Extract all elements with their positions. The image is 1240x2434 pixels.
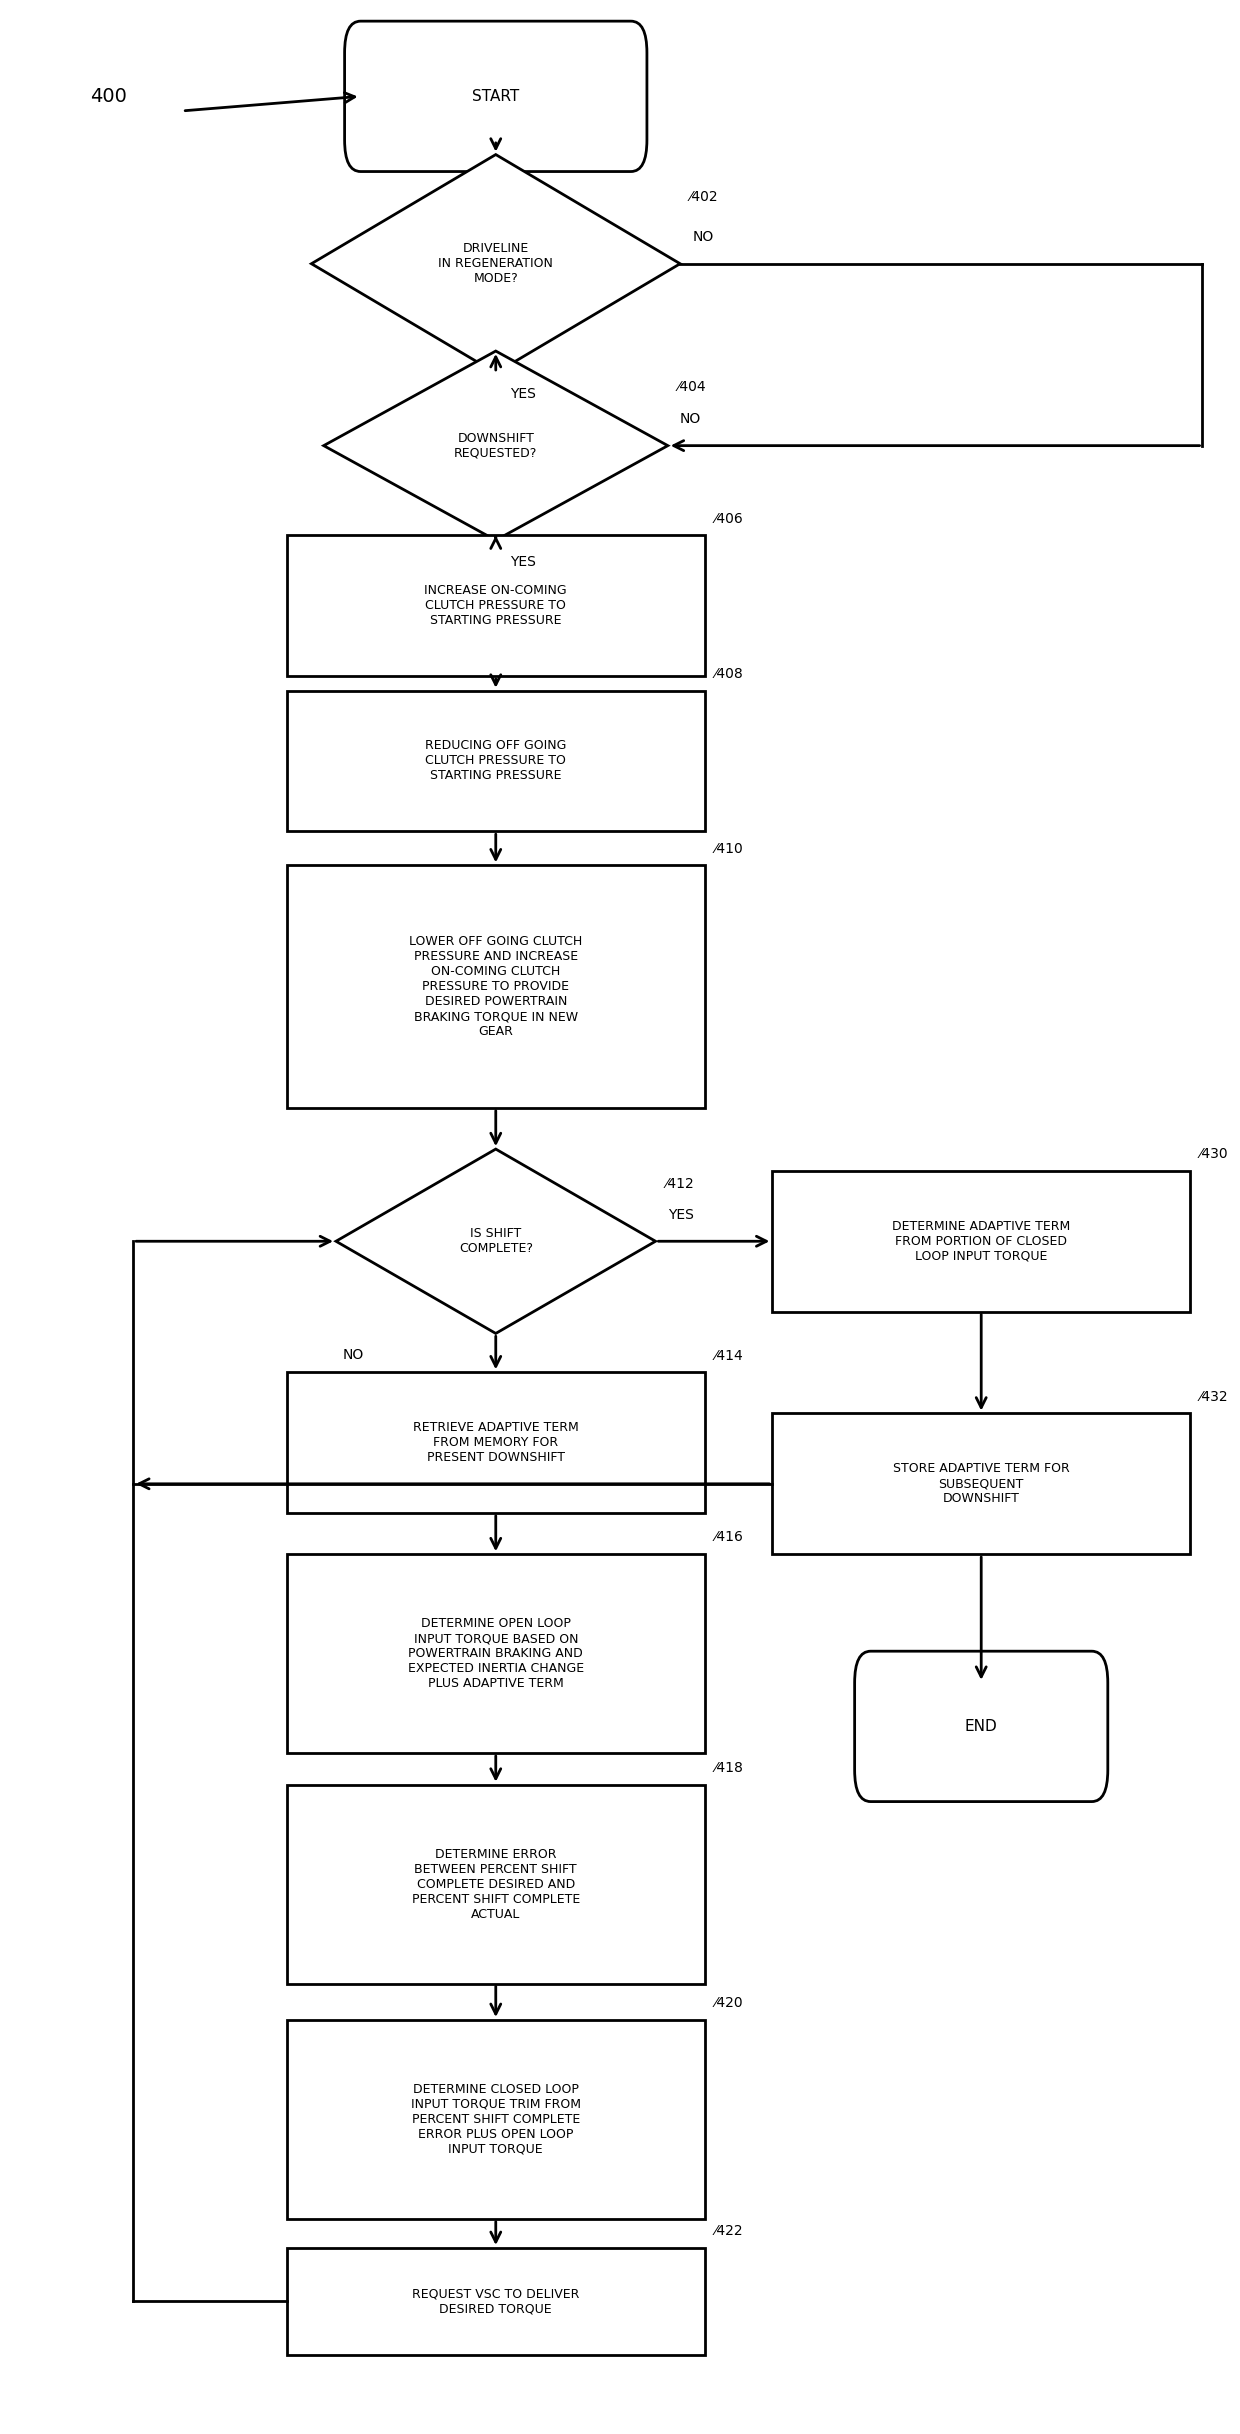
Text: DETERMINE ADAPTIVE TERM
FROM PORTION OF CLOSED
LOOP INPUT TORQUE: DETERMINE ADAPTIVE TERM FROM PORTION OF … bbox=[892, 1219, 1070, 1263]
Text: ⁄410: ⁄410 bbox=[714, 842, 743, 857]
Polygon shape bbox=[311, 153, 680, 372]
Text: DRIVELINE
IN REGENERATION
MODE?: DRIVELINE IN REGENERATION MODE? bbox=[438, 243, 553, 285]
Polygon shape bbox=[324, 350, 668, 540]
Bar bbox=[286, 691, 704, 832]
Text: RETRIEVE ADAPTIVE TERM
FROM MEMORY FOR
PRESENT DOWNSHIFT: RETRIEVE ADAPTIVE TERM FROM MEMORY FOR P… bbox=[413, 1421, 579, 1465]
Text: DOWNSHIFT
REQUESTED?: DOWNSHIFT REQUESTED? bbox=[454, 431, 537, 460]
Bar bbox=[286, 2020, 704, 2220]
Bar bbox=[286, 1373, 704, 1514]
Bar bbox=[773, 1414, 1190, 1555]
Text: END: END bbox=[965, 1718, 998, 1733]
Text: ⁄408: ⁄408 bbox=[714, 667, 743, 682]
Text: NO: NO bbox=[680, 411, 702, 426]
Bar bbox=[286, 535, 704, 677]
Text: ⁄416: ⁄416 bbox=[714, 1531, 744, 1546]
Text: ⁄414: ⁄414 bbox=[714, 1348, 743, 1363]
Text: NO: NO bbox=[692, 231, 714, 243]
Text: REDUCING OFF GOING
CLUTCH PRESSURE TO
STARTING PRESSURE: REDUCING OFF GOING CLUTCH PRESSURE TO ST… bbox=[425, 740, 567, 781]
Text: IS SHIFT
COMPLETE?: IS SHIFT COMPLETE? bbox=[459, 1227, 533, 1256]
Text: INCREASE ON-COMING
CLUTCH PRESSURE TO
STARTING PRESSURE: INCREASE ON-COMING CLUTCH PRESSURE TO ST… bbox=[424, 584, 567, 628]
Bar bbox=[286, 864, 704, 1107]
Bar bbox=[286, 1784, 704, 1984]
Text: DETERMINE CLOSED LOOP
INPUT TORQUE TRIM FROM
PERCENT SHIFT COMPLETE
ERROR PLUS O: DETERMINE CLOSED LOOP INPUT TORQUE TRIM … bbox=[410, 2084, 580, 2157]
Text: REQUEST VSC TO DELIVER
DESIRED TORQUE: REQUEST VSC TO DELIVER DESIRED TORQUE bbox=[412, 2288, 579, 2315]
Text: ⁄418: ⁄418 bbox=[714, 1760, 744, 1774]
Text: LOWER OFF GOING CLUTCH
PRESSURE AND INCREASE
ON-COMING CLUTCH
PRESSURE TO PROVID: LOWER OFF GOING CLUTCH PRESSURE AND INCR… bbox=[409, 935, 583, 1037]
Text: DETERMINE OPEN LOOP
INPUT TORQUE BASED ON
POWERTRAIN BRAKING AND
EXPECTED INERTI: DETERMINE OPEN LOOP INPUT TORQUE BASED O… bbox=[408, 1616, 584, 1689]
Text: YES: YES bbox=[668, 1207, 693, 1222]
Bar bbox=[773, 1171, 1190, 1312]
Text: 400: 400 bbox=[91, 88, 126, 105]
Polygon shape bbox=[336, 1149, 656, 1334]
Text: ⁄402: ⁄402 bbox=[689, 190, 718, 204]
Text: NO: NO bbox=[342, 1348, 363, 1363]
Text: ⁄406: ⁄406 bbox=[714, 511, 743, 526]
Text: ⁄404: ⁄404 bbox=[677, 380, 707, 394]
Text: ⁄420: ⁄420 bbox=[714, 1996, 743, 2010]
FancyBboxPatch shape bbox=[854, 1650, 1107, 1801]
Text: STORE ADAPTIVE TERM FOR
SUBSEQUENT
DOWNSHIFT: STORE ADAPTIVE TERM FOR SUBSEQUENT DOWNS… bbox=[893, 1463, 1070, 1504]
FancyBboxPatch shape bbox=[345, 22, 647, 170]
Text: ⁄432: ⁄432 bbox=[1200, 1390, 1229, 1404]
Bar bbox=[286, 2249, 704, 2354]
Text: YES: YES bbox=[511, 387, 537, 402]
Text: YES: YES bbox=[511, 555, 537, 570]
Text: ⁄412: ⁄412 bbox=[666, 1176, 694, 1190]
Text: START: START bbox=[472, 90, 520, 105]
Text: ⁄430: ⁄430 bbox=[1200, 1146, 1229, 1161]
Bar bbox=[286, 1555, 704, 1752]
Text: DETERMINE ERROR
BETWEEN PERCENT SHIFT
COMPLETE DESIRED AND
PERCENT SHIFT COMPLET: DETERMINE ERROR BETWEEN PERCENT SHIFT CO… bbox=[412, 1847, 580, 1920]
Text: ⁄422: ⁄422 bbox=[714, 2225, 743, 2239]
